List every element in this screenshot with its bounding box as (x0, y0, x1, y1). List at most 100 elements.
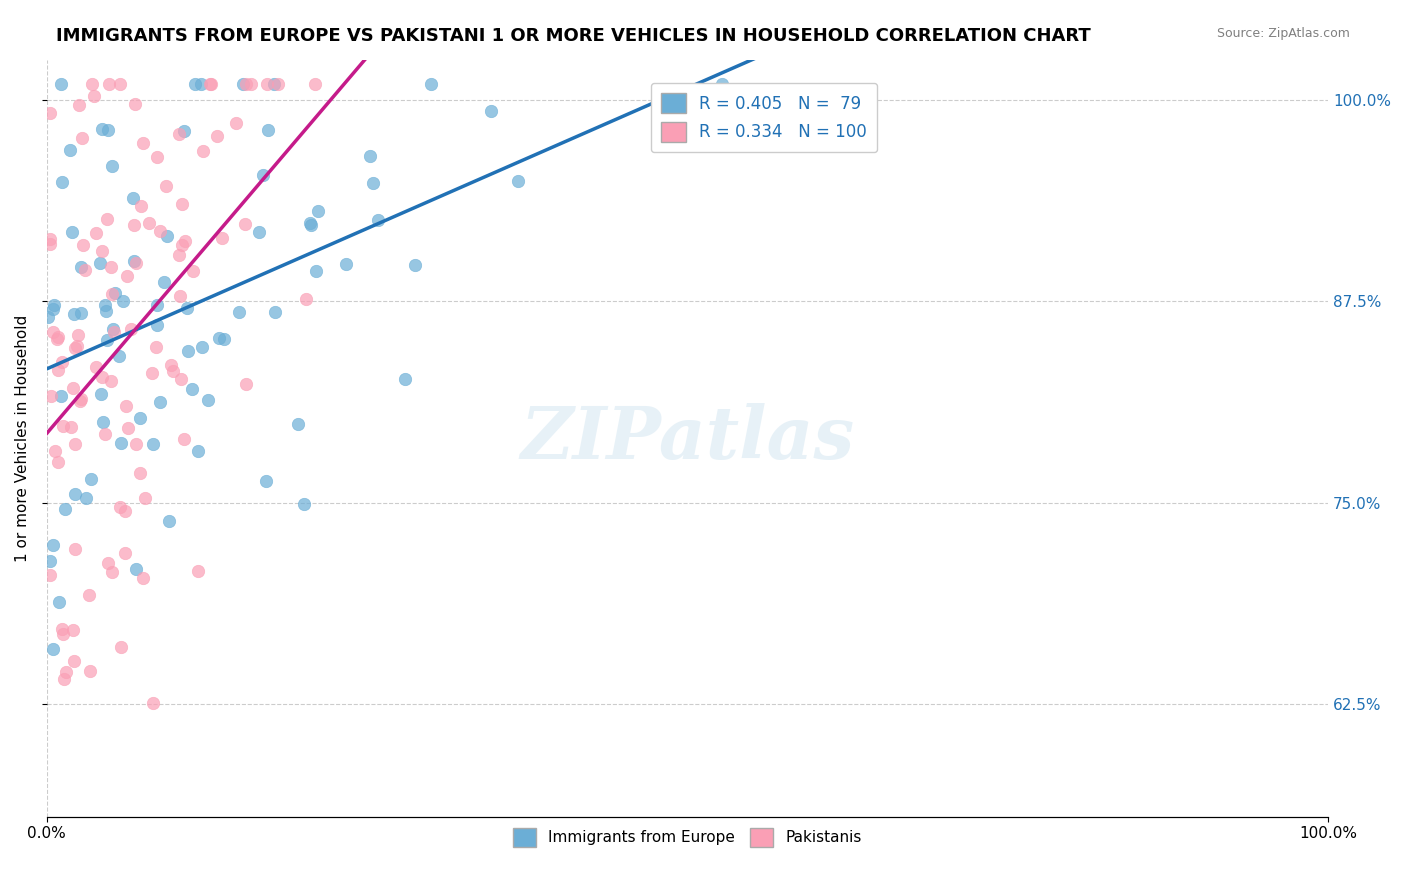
Immigrants from Europe (173, 124, 195, 138)
Immigrants from Europe (101, 159, 124, 173)
Pakistanis (63, 437, 86, 451)
Immigrants from Europe (187, 444, 209, 458)
Immigrants from Europe (153, 275, 176, 289)
Immigrants from Europe (142, 437, 165, 451)
Pakistanis (62, 623, 84, 637)
Immigrants from Europe (307, 204, 329, 219)
Immigrants from Europe (157, 514, 180, 528)
Pakistanis (134, 491, 156, 505)
Pakistanis (122, 218, 145, 232)
Pakistanis (169, 289, 191, 303)
Pakistanis (80, 77, 103, 91)
Pakistanis (66, 327, 89, 342)
Pakistanis (63, 541, 86, 556)
Immigrants from Europe (367, 213, 389, 227)
Pakistanis (53, 672, 76, 686)
Pakistanis (46, 330, 69, 344)
Pakistanis (79, 588, 101, 602)
Pakistanis (256, 77, 278, 91)
Immigrants from Europe (51, 389, 73, 403)
Immigrants from Europe (711, 77, 734, 91)
Pakistanis (101, 565, 124, 579)
Pakistanis (97, 556, 120, 570)
Pakistanis (69, 394, 91, 409)
Immigrants from Europe (394, 372, 416, 386)
Immigrants from Europe (63, 307, 86, 321)
Pakistanis (62, 381, 84, 395)
Pakistanis (42, 325, 65, 339)
Immigrants from Europe (305, 264, 328, 278)
Pakistanis (46, 455, 69, 469)
Pakistanis (169, 372, 191, 386)
Immigrants from Europe (419, 77, 441, 91)
Pakistanis (225, 116, 247, 130)
Pakistanis (70, 392, 93, 407)
Pakistanis (125, 256, 148, 270)
Immigrants from Europe (404, 258, 426, 272)
Immigrants from Europe (479, 103, 502, 118)
Pakistanis (86, 359, 108, 374)
Immigrants from Europe (156, 228, 179, 243)
Pakistanis (91, 244, 114, 259)
Pakistanis (170, 238, 193, 252)
Pakistanis (100, 260, 122, 275)
Pakistanis (129, 199, 152, 213)
Pakistanis (38, 106, 60, 120)
Pakistanis (51, 354, 73, 368)
Immigrants from Europe (38, 554, 60, 568)
Pakistanis (174, 234, 197, 248)
Pakistanis (39, 232, 62, 246)
Immigrants from Europe (49, 77, 72, 91)
Immigrants from Europe (361, 176, 384, 190)
Pakistanis (155, 178, 177, 193)
Pakistanis (181, 264, 204, 278)
Pakistanis (142, 696, 165, 710)
Immigrants from Europe (103, 322, 125, 336)
Immigrants from Europe (232, 77, 254, 91)
Pakistanis (108, 500, 131, 514)
Text: Source: ZipAtlas.com: Source: ZipAtlas.com (1216, 27, 1350, 40)
Immigrants from Europe (299, 218, 322, 232)
Pakistanis (235, 217, 257, 231)
Immigrants from Europe (107, 349, 129, 363)
Pakistanis (120, 322, 142, 336)
Immigrants from Europe (252, 168, 274, 182)
Immigrants from Europe (183, 77, 205, 91)
Pakistanis (114, 546, 136, 560)
Pakistanis (160, 359, 183, 373)
Pakistanis (115, 399, 138, 413)
Pakistanis (124, 96, 146, 111)
Pakistanis (193, 144, 215, 158)
Pakistanis (45, 332, 67, 346)
Pakistanis (96, 211, 118, 226)
Pakistanis (125, 437, 148, 451)
Pakistanis (52, 418, 75, 433)
Pakistanis (173, 433, 195, 447)
Pakistanis (90, 370, 112, 384)
Pakistanis (235, 77, 257, 91)
Pakistanis (73, 263, 96, 277)
Pakistanis (138, 216, 160, 230)
Immigrants from Europe (42, 298, 65, 312)
Immigrants from Europe (80, 471, 103, 485)
Pakistanis (51, 622, 73, 636)
Immigrants from Europe (91, 416, 114, 430)
Immigrants from Europe (298, 216, 321, 230)
Immigrants from Europe (37, 310, 59, 325)
Pakistanis (79, 664, 101, 678)
Pakistanis (145, 340, 167, 354)
Immigrants from Europe (48, 595, 70, 609)
Text: IMMIGRANTS FROM EUROPE VS PAKISTANI 1 OR MORE VEHICLES IN HOUSEHOLD CORRELATION : IMMIGRANTS FROM EUROPE VS PAKISTANI 1 OR… (56, 27, 1091, 45)
Pakistanis (108, 77, 131, 91)
Pakistanis (170, 197, 193, 211)
Pakistanis (39, 568, 62, 582)
Immigrants from Europe (125, 562, 148, 576)
Immigrants from Europe (359, 148, 381, 162)
Immigrants from Europe (110, 436, 132, 450)
Immigrants from Europe (228, 304, 250, 318)
Immigrants from Europe (59, 143, 82, 157)
Pakistanis (132, 571, 155, 585)
Immigrants from Europe (42, 641, 65, 656)
Immigrants from Europe (257, 123, 280, 137)
Immigrants from Europe (335, 257, 357, 271)
